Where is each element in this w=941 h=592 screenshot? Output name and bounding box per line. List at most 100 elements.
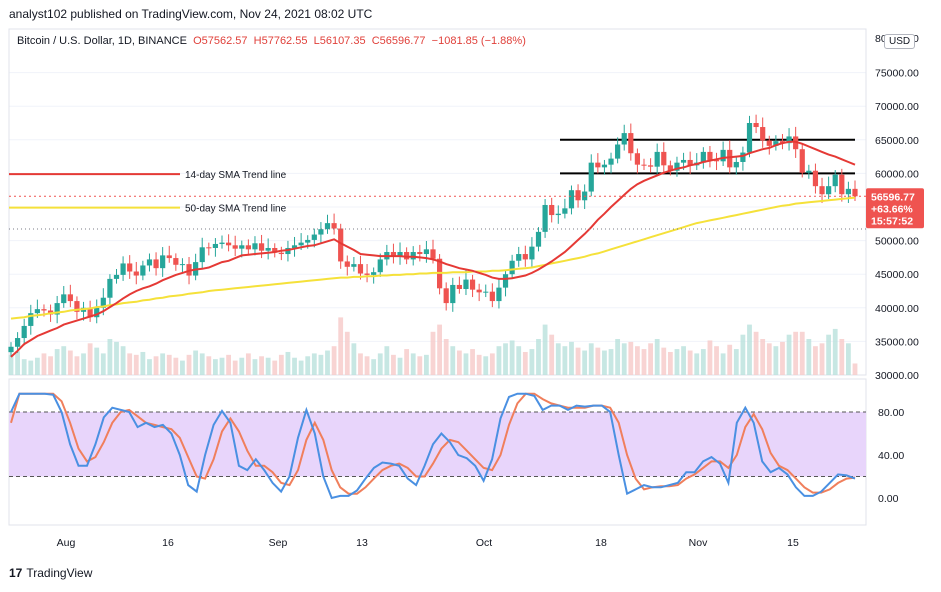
volume-bar — [166, 354, 172, 375]
candle-body — [667, 165, 673, 171]
price-tick-label: 65000.00 — [875, 135, 919, 147]
volume-bar — [358, 353, 363, 375]
candle-body — [357, 264, 364, 274]
candle-body — [120, 263, 126, 275]
time-axis: Aug 16 Sep 13 Oct 18 Nov 15 — [57, 537, 799, 549]
candle-body — [674, 162, 680, 171]
candle-body — [338, 228, 344, 262]
volume-bar — [21, 359, 27, 375]
candle-body — [390, 252, 397, 257]
candle-body — [740, 152, 746, 162]
volume-bar — [186, 354, 192, 375]
volume-bar — [628, 341, 634, 375]
candle-body — [450, 284, 456, 304]
stoch-tick-label: 0.00 — [878, 493, 899, 505]
footer-brand[interactable]: 17 TradingView — [9, 566, 92, 580]
volume-bar — [213, 359, 218, 375]
candle-body — [417, 252, 423, 255]
volume-bar — [595, 347, 601, 375]
volume-bar — [437, 324, 442, 375]
candle-body — [160, 255, 166, 269]
volume-bar — [331, 346, 337, 375]
price-tick-label: 50000.00 — [875, 236, 919, 248]
open-value: O57562.57 — [193, 35, 248, 47]
volume-bar — [114, 341, 119, 375]
volume-bar — [456, 350, 462, 375]
candle-body — [615, 144, 621, 159]
price-pane-border — [8, 28, 867, 376]
volume-bar — [173, 357, 179, 375]
volume-bar — [832, 328, 838, 375]
candle-body — [331, 223, 337, 229]
volume-bar — [793, 331, 799, 375]
sma50-line — [10, 196, 856, 320]
candle-body — [67, 294, 73, 302]
volume-bar — [107, 339, 113, 375]
candle-body — [219, 242, 225, 244]
candle-body — [371, 272, 377, 275]
volume-bar — [344, 331, 350, 375]
volume-bar — [298, 360, 304, 375]
price-tag-countdown: 15:57:52 — [871, 215, 913, 227]
volume-bar — [285, 351, 291, 375]
volume-bar — [582, 350, 588, 375]
candle-body — [806, 170, 812, 173]
volume-bar — [338, 317, 344, 375]
volume-bar — [687, 350, 693, 375]
price-tick-label: 35000.00 — [875, 336, 919, 348]
volume-bar — [786, 334, 792, 375]
candle-body — [469, 279, 476, 290]
candle-body — [344, 261, 350, 267]
volume-bar — [694, 353, 700, 375]
volume-bar — [391, 354, 396, 375]
volume-bar — [127, 353, 133, 375]
volume-bar — [714, 346, 719, 375]
price-tag-bg — [866, 188, 924, 229]
price-tick-label: 75000.00 — [875, 68, 919, 80]
volume-bar — [265, 357, 271, 375]
volume-bar — [522, 351, 528, 375]
candle-body — [94, 307, 100, 318]
volume-bar — [516, 346, 522, 375]
currency-button[interactable]: USD — [884, 34, 916, 49]
candle-body — [113, 274, 120, 279]
volume-bar — [503, 343, 508, 375]
candle-body — [28, 313, 34, 326]
horizontal-levels — [560, 138, 855, 175]
candle-body — [845, 188, 852, 195]
time-tick-label: 13 — [356, 537, 368, 549]
volume-bar — [272, 360, 278, 375]
volume-bar — [61, 346, 67, 375]
candle-body — [489, 291, 495, 302]
volume-bar — [48, 356, 53, 375]
tradingview-logo-icon: 17 — [9, 566, 23, 580]
volume-bar — [34, 357, 40, 375]
volume-bar — [727, 344, 733, 375]
candle-body — [423, 249, 430, 255]
volume-bar — [780, 341, 785, 375]
candle-body — [786, 136, 792, 144]
volume-bar — [87, 343, 93, 375]
candle-body — [87, 307, 93, 318]
volume-bar — [404, 349, 410, 375]
candle-body — [819, 186, 825, 195]
volume-bar — [720, 353, 726, 375]
candle-body — [832, 174, 838, 187]
volume-bar — [120, 346, 126, 375]
candle-body — [265, 247, 271, 251]
candle-body — [753, 123, 759, 128]
candle-body — [766, 140, 772, 146]
volume-bar — [450, 346, 456, 375]
symbol-name[interactable]: Bitcoin / U.S. Dollar, 1D, BINANCE — [17, 35, 187, 47]
volume-bar — [28, 360, 34, 375]
candle-body — [542, 204, 548, 232]
close-value: C56596.77 — [371, 35, 426, 47]
candle-body — [324, 223, 331, 230]
candle-body — [212, 243, 219, 248]
volume-bar — [305, 356, 311, 375]
volume-bar — [707, 340, 713, 375]
price-axis: 80000.0075000.0070000.0065000.0060000.00… — [875, 33, 919, 382]
volume-bar — [753, 331, 759, 375]
volume-bar — [846, 343, 851, 375]
candle-body — [285, 247, 291, 255]
